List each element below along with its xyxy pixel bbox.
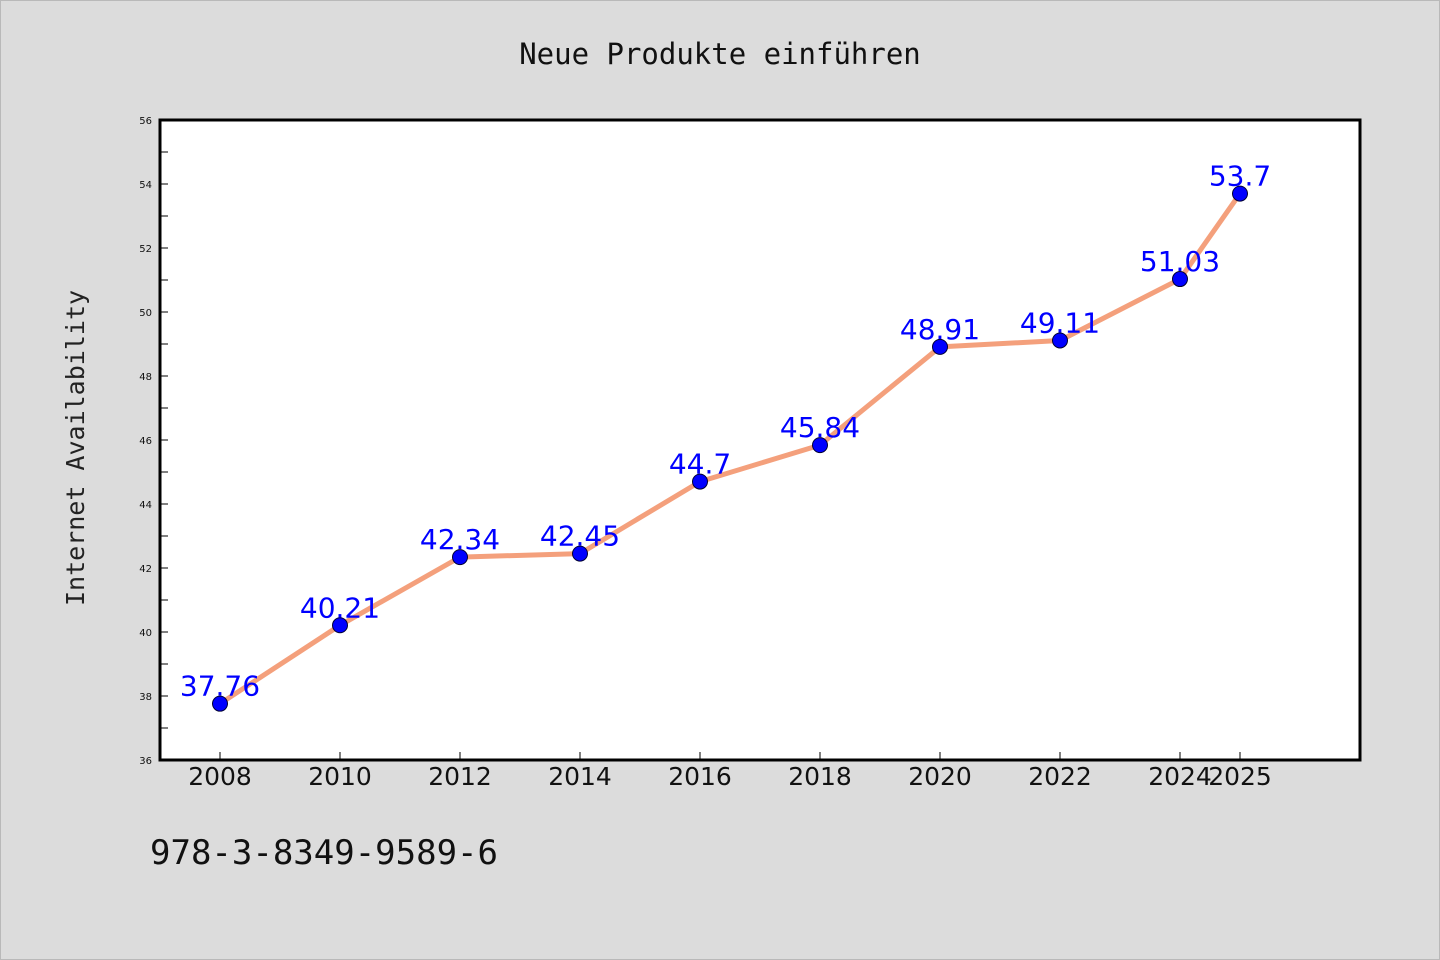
y-axis-title: Internet Availability bbox=[61, 290, 90, 606]
data-label: 48.91 bbox=[900, 313, 980, 346]
data-label: 40.21 bbox=[300, 591, 380, 624]
data-point-marker bbox=[1172, 271, 1188, 288]
series-line bbox=[217, 191, 1243, 707]
x-tick-label: 2024 bbox=[1148, 762, 1212, 791]
data-label: 49.11 bbox=[1020, 306, 1100, 339]
data-label: 44.7 bbox=[669, 448, 731, 481]
chart-title: Neue Produkte einführen bbox=[519, 37, 921, 71]
y-tick-label: 38 bbox=[139, 692, 152, 703]
data-point-marker bbox=[332, 617, 348, 634]
x-tick-label: 2018 bbox=[788, 762, 852, 791]
x-tick-label: 2008 bbox=[188, 762, 252, 791]
data-label: 51.03 bbox=[1140, 245, 1220, 278]
x-tick-label: 2025 bbox=[1208, 762, 1272, 791]
x-tick-label: 2014 bbox=[548, 762, 612, 791]
data-point-marker bbox=[1052, 332, 1068, 349]
y-tick-label: 44 bbox=[139, 500, 152, 511]
y-tick-label: 50 bbox=[139, 308, 152, 319]
data-label: 53.7 bbox=[1209, 160, 1271, 193]
data-point-marker bbox=[212, 695, 228, 712]
y-tick-label: 48 bbox=[139, 372, 152, 383]
y-tick-label: 46 bbox=[139, 436, 152, 447]
series-layer: 37.76 40.21 42.34 42.45 44.7 45.84 48.91 49.11 5… bbox=[180, 160, 1271, 712]
plot-border bbox=[158, 118, 1362, 762]
x-tick-label: 2020 bbox=[908, 762, 972, 791]
data-label: 45.84 bbox=[780, 411, 860, 444]
data-label: 42.45 bbox=[540, 520, 620, 553]
data-point-marker bbox=[1232, 185, 1248, 202]
y-tick-label: 42 bbox=[139, 564, 152, 575]
x-tick-label: 2022 bbox=[1028, 762, 1092, 791]
data-point-marker bbox=[812, 437, 828, 454]
x-tick-label: 2012 bbox=[428, 762, 492, 791]
plot-area bbox=[160, 120, 1360, 760]
data-label: 37.76 bbox=[180, 670, 260, 703]
x-tick-label: 2016 bbox=[668, 762, 732, 791]
y-tick-label: 56 bbox=[139, 116, 152, 127]
footer-code: 978-3-8349-9589-6 bbox=[150, 833, 498, 873]
x-tick-label: 2010 bbox=[308, 762, 372, 791]
y-tick-label: 54 bbox=[139, 180, 152, 191]
data-label: 42.34 bbox=[420, 523, 500, 556]
data-point-marker bbox=[572, 545, 588, 562]
data-point-marker bbox=[452, 549, 468, 566]
y-tick-label: 40 bbox=[139, 628, 152, 639]
data-point-marker bbox=[692, 473, 708, 490]
data-point-marker bbox=[932, 338, 948, 355]
y-tick-label: 36 bbox=[139, 756, 152, 767]
y-tick-label: 52 bbox=[139, 244, 152, 255]
